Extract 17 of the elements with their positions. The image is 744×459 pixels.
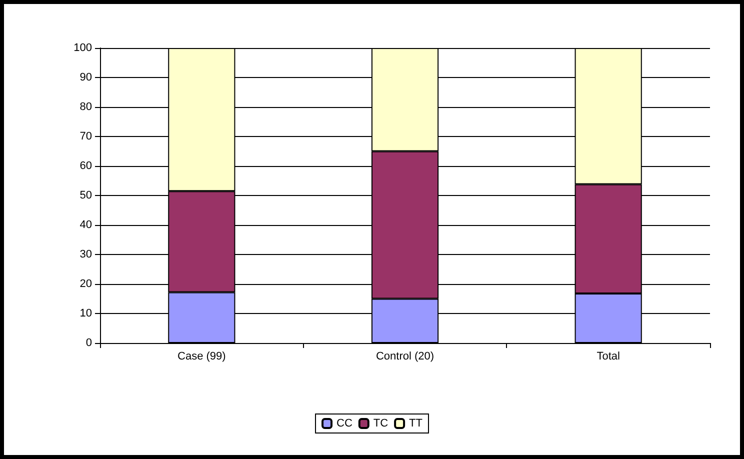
y-tick-label: 90: [80, 72, 92, 84]
y-tick-label: 80: [80, 101, 92, 113]
y-tick-label: 60: [80, 160, 92, 172]
y-tick-label: 100: [74, 42, 92, 54]
y-tick-label: 50: [80, 190, 92, 202]
x-tick-label: Total: [596, 350, 620, 362]
y-tick-label: 0: [86, 337, 92, 349]
x-tick-label: Control (20): [376, 350, 434, 362]
y-tick-label: 20: [80, 278, 92, 290]
y-tick-label: 40: [80, 219, 92, 231]
legend-label: TT: [409, 418, 423, 430]
legend-label: CC: [336, 418, 352, 430]
y-tick-label: 70: [80, 130, 92, 142]
x-tick-label: Case (99): [178, 350, 226, 362]
legend-label: TC: [373, 418, 388, 430]
y-tick-label: 10: [80, 308, 92, 320]
y-tick-label: 30: [80, 248, 92, 260]
